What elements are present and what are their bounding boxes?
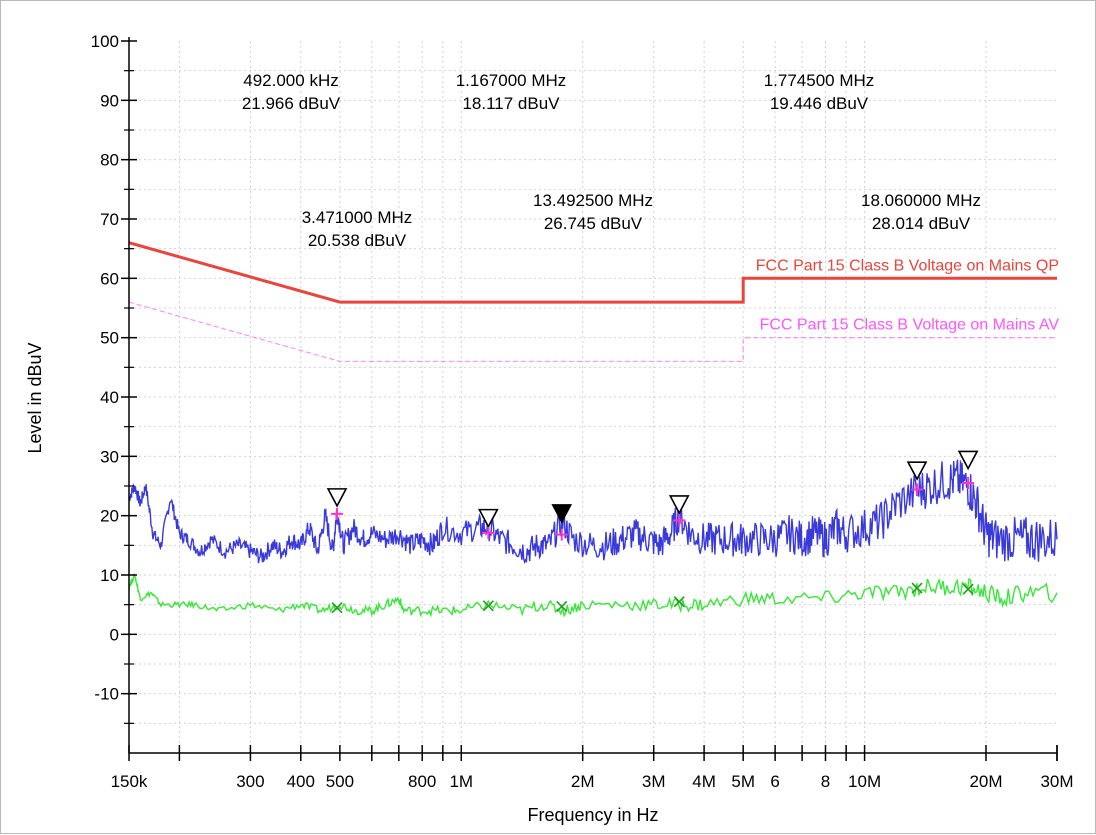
- qp-cross-marker: [482, 526, 495, 539]
- marker-frequency-label: 1.167000 MHz: [456, 71, 567, 90]
- qp-cross-marker: [555, 528, 568, 541]
- y-tick-label: -10: [94, 685, 119, 704]
- qp-trace: [128, 459, 1058, 565]
- y-tick-label: 80: [100, 151, 119, 170]
- y-tick-label: 50: [100, 329, 119, 348]
- marker-frequency-label: 3.471000 MHz: [302, 208, 413, 227]
- x-tick-label: 3M: [642, 772, 666, 791]
- av-limit-label: FCC Part 15 Class B Voltage on Mains AV: [760, 317, 1060, 334]
- qp-cross-marker: [673, 514, 686, 527]
- av-x-marker: [482, 600, 494, 612]
- marker-labels: 492.000 kHz 21.966 dBuV 1.167000 MHz 18.117…: [242, 71, 981, 250]
- marker-level-label: 20.538 dBuV: [308, 231, 407, 250]
- x-tick-label: 6: [770, 772, 779, 791]
- av-x-marker: [911, 582, 923, 594]
- marker-level-label: 26.745 dBuV: [544, 214, 643, 233]
- av-limit-line: [128, 301, 1057, 362]
- x-tick-label: 30M: [1040, 772, 1073, 791]
- y-axis-title: Level in dBuV: [25, 342, 45, 453]
- qp-cross-marker: [911, 483, 924, 496]
- x-tick-label: 8: [821, 772, 830, 791]
- y-tick-label: 70: [100, 210, 119, 229]
- marker-frequency-label: 13.492500 MHz: [533, 191, 653, 210]
- peak-triangle-marker: [551, 504, 573, 524]
- y-tick-label: 0: [110, 625, 119, 644]
- qp-cross-marker: [962, 477, 975, 490]
- x-tick-label: 500: [326, 772, 354, 791]
- axes: -10 0 10 20 30 40 50 60 70 80 90 100 150k 300 400 500 80…: [91, 32, 1074, 791]
- x-tick-label: 4M: [692, 772, 716, 791]
- limit-lines: FCC Part 15 Class B Voltage on Mains QP F…: [128, 241, 1060, 362]
- av-trace: [128, 573, 1058, 618]
- y-tick-label: 30: [100, 447, 119, 466]
- marker-frequency-label: 492.000 kHz: [243, 71, 338, 90]
- y-tick-label: 40: [100, 388, 119, 407]
- y-tick-label: 60: [100, 269, 119, 288]
- y-tick-label: 10: [100, 566, 119, 585]
- peak-triangle-marker: [957, 450, 979, 471]
- av-x-marker: [673, 596, 685, 608]
- qp-limit-label: FCC Part 15 Class B Voltage on Mains QP: [756, 257, 1059, 274]
- x-tick-label: 5M: [731, 772, 755, 791]
- x-tick-label: 300: [236, 772, 264, 791]
- y-tick-label: 100: [91, 32, 119, 51]
- marker-level-label: 19.446 dBuV: [770, 94, 869, 113]
- peak-triangle-marker: [906, 461, 928, 481]
- peak-markers: [326, 450, 979, 614]
- x-tick-label: 20M: [969, 772, 1002, 791]
- marker-frequency-label: 18.060000 MHz: [861, 191, 981, 210]
- x-tick-label: 150k: [111, 772, 148, 791]
- y-tick-label: 20: [100, 507, 119, 526]
- marker-level-label: 28.014 dBuV: [872, 214, 971, 233]
- qp-limit-line: [128, 241, 1057, 304]
- av-x-marker: [556, 600, 568, 613]
- y-tick-label: 90: [100, 91, 119, 110]
- qp-cross-marker: [331, 507, 344, 520]
- marker-frequency-label: 1.774500 MHz: [764, 71, 875, 90]
- av-x-marker: [962, 583, 974, 595]
- x-tick-label: 400: [287, 772, 315, 791]
- grid: [129, 41, 1057, 753]
- peak-triangle-marker: [668, 495, 690, 515]
- marker-level-label: 21.966 dBuV: [242, 94, 341, 113]
- marker-level-label: 18.117 dBuV: [462, 94, 560, 113]
- peak-triangle-marker: [478, 508, 499, 529]
- x-axis-title: Frequency in Hz: [527, 805, 658, 825]
- x-tick-label: 10M: [848, 772, 881, 791]
- x-tick-label: 2M: [571, 772, 595, 791]
- measurement-traces: [128, 459, 1058, 618]
- peak-triangle-marker: [326, 488, 348, 508]
- x-tick-label: 800: [408, 772, 436, 791]
- x-tick-label: 1M: [449, 772, 473, 791]
- av-x-marker: [331, 602, 343, 614]
